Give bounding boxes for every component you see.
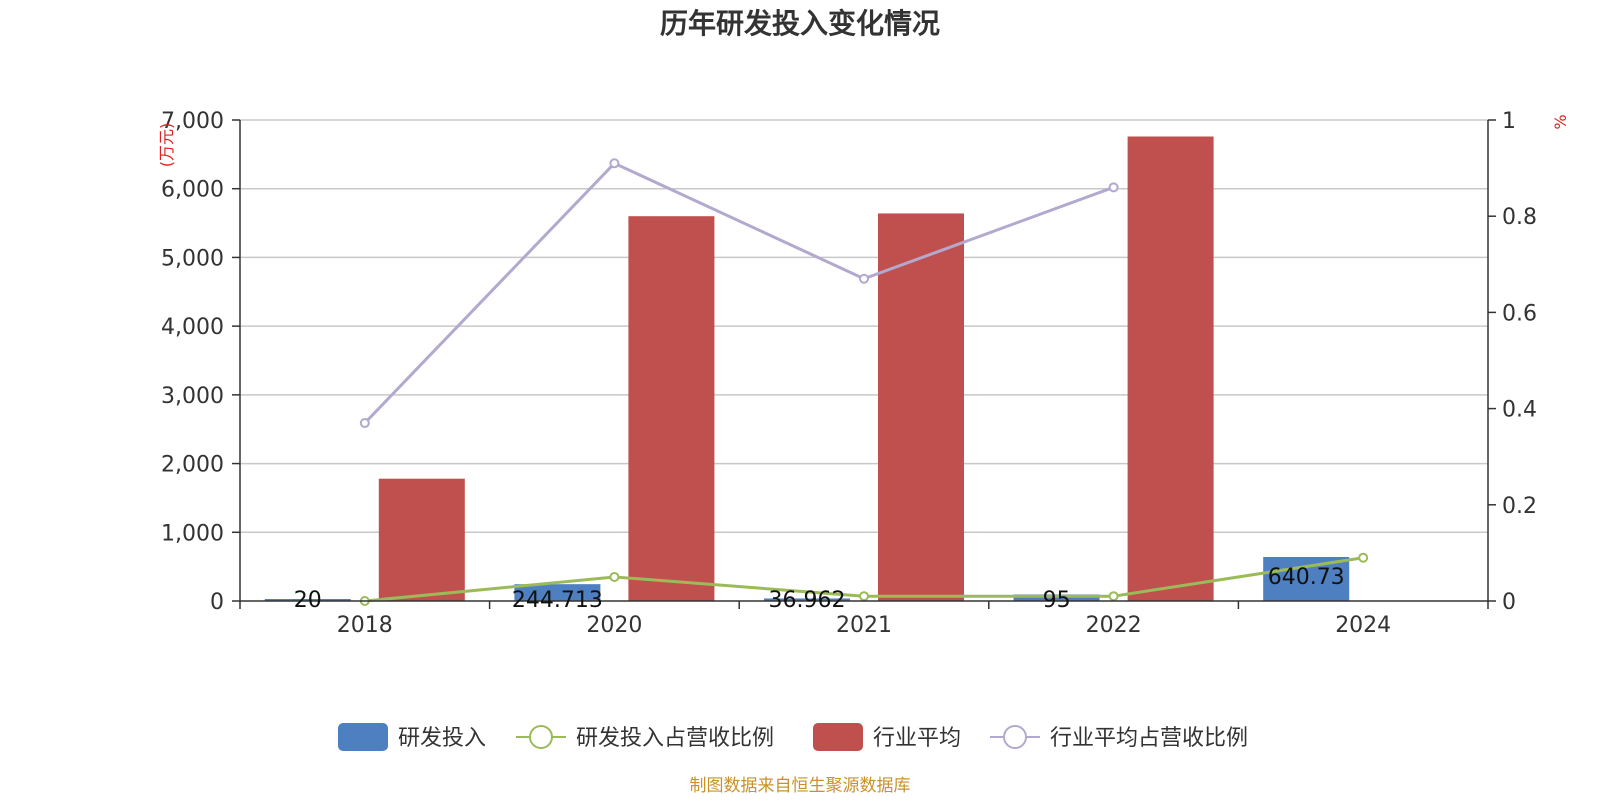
data-labels: 20 244.713 36.962 95 640.73 bbox=[294, 565, 1345, 613]
right-tick-label: 0.8 bbox=[1502, 205, 1537, 230]
legend-swatch bbox=[529, 725, 553, 749]
bar-data-label: 36.962 bbox=[769, 588, 846, 613]
bar bbox=[514, 584, 601, 601]
bar-data-label: 20 bbox=[294, 588, 322, 613]
series-point bbox=[359, 418, 370, 429]
legend-label: 行业平均占营收比例 bbox=[1050, 726, 1248, 751]
left-tick-label: 5,000 bbox=[161, 246, 224, 271]
x-tick-label: 2020 bbox=[586, 613, 642, 638]
x-tick-label: 2024 bbox=[1335, 613, 1391, 638]
bar bbox=[264, 599, 351, 601]
legend: 研发投入 研发投入占营收比例 行业平均 行业平均占营收比例 bbox=[338, 723, 1248, 751]
series-point bbox=[1358, 552, 1369, 563]
series-point bbox=[1108, 182, 1119, 193]
legend-swatch bbox=[1003, 725, 1027, 749]
left-tick-label: 0 bbox=[210, 590, 224, 615]
left-tick-label: 6,000 bbox=[161, 178, 224, 203]
bar bbox=[628, 216, 715, 601]
left-tick-label: 2,000 bbox=[161, 453, 224, 478]
series-point bbox=[859, 273, 869, 284]
left-tick-label: 3,000 bbox=[161, 384, 224, 409]
bar bbox=[764, 598, 850, 601]
x-tick-label: 2018 bbox=[337, 613, 393, 638]
bar bbox=[1013, 594, 1100, 601]
bar bbox=[1127, 136, 1214, 601]
series-point bbox=[609, 158, 620, 169]
legend-label: 研发投入占营收比例 bbox=[576, 726, 774, 751]
right-tick-label: 0 bbox=[1502, 590, 1516, 615]
legend-swatch bbox=[813, 723, 863, 751]
series-point bbox=[609, 571, 620, 582]
left-axis-unit: (万元) bbox=[157, 123, 176, 168]
gridlines bbox=[240, 119, 1488, 534]
bar-data-label: 95 bbox=[1043, 588, 1071, 613]
chart-title: 历年研发投入变化情况 bbox=[660, 7, 940, 40]
series-point bbox=[859, 591, 869, 602]
bar-data-label: 244.713 bbox=[512, 588, 603, 613]
legend-label: 行业平均 bbox=[873, 726, 961, 751]
left-tick-label: 7,000 bbox=[161, 109, 224, 134]
x-tick-label: 2021 bbox=[836, 613, 892, 638]
legend-label: 研发投入 bbox=[398, 726, 486, 751]
legend-swatch bbox=[338, 723, 388, 751]
right-axis-unit: % bbox=[1551, 114, 1570, 129]
bar bbox=[378, 478, 465, 601]
bars bbox=[264, 136, 1350, 602]
series-line bbox=[363, 161, 1115, 425]
right-tick-label: 0.2 bbox=[1502, 494, 1537, 519]
right-tick-label: 0.6 bbox=[1502, 301, 1537, 326]
x-tick-label: 2022 bbox=[1086, 613, 1142, 638]
source-note: 制图数据来自恒生聚源数据库 bbox=[690, 776, 911, 796]
right-tick-label: 0.4 bbox=[1502, 398, 1537, 423]
bar bbox=[1263, 556, 1350, 601]
series-point bbox=[1108, 591, 1119, 602]
bar-data-label: 640.73 bbox=[1268, 565, 1345, 590]
lines bbox=[359, 158, 1369, 606]
left-tick-label: 1,000 bbox=[161, 521, 224, 546]
right-tick-label: 1 bbox=[1502, 109, 1516, 134]
axes: 0 1,000 2,000 3,000 4,000 5,000 6,000 7,000 0 0.2… bbox=[161, 109, 1537, 638]
bar bbox=[878, 213, 964, 602]
left-tick-label: 4,000 bbox=[161, 315, 224, 340]
